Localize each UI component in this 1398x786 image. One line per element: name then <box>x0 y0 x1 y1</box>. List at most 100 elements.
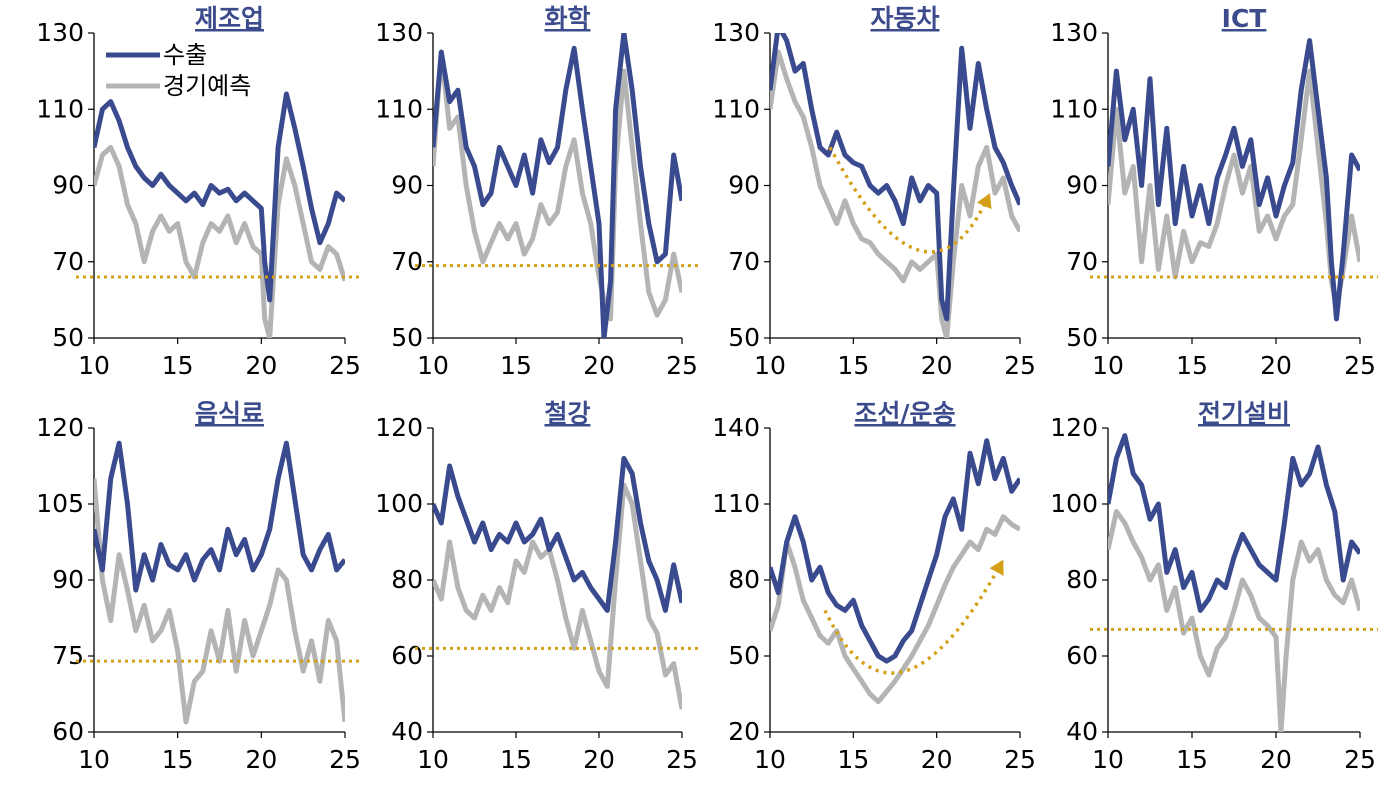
trend-arrow-shipbuilding <box>823 558 1005 675</box>
y-tick-label: 50 <box>52 323 84 352</box>
y-tick-label: 20 <box>728 717 760 746</box>
y-tick-label: 60 <box>391 641 423 670</box>
series-line-forecast <box>770 49 1020 338</box>
plot-area <box>433 33 682 338</box>
panel-title: 음식료 <box>195 399 264 428</box>
y-tick-label: 90 <box>728 171 760 200</box>
x-tick-label: 20 <box>921 745 953 774</box>
panel-title: 화학 <box>544 4 590 33</box>
y-tick-label: 70 <box>728 247 760 276</box>
x-tick-label: 25 <box>329 351 361 380</box>
x-tick-label: 10 <box>754 745 786 774</box>
x-tick-label: 15 <box>162 351 194 380</box>
y-tick-label: 130 <box>712 18 760 47</box>
y-tick-label: 40 <box>1066 717 1098 746</box>
x-tick-label: 20 <box>921 351 953 380</box>
x-tick-label: 20 <box>245 351 277 380</box>
y-tick-label: 110 <box>375 94 423 123</box>
x-tick-label: 10 <box>78 745 110 774</box>
series-line-forecast <box>433 49 682 322</box>
y-tick-label: 120 <box>1050 413 1098 442</box>
plot-area <box>1108 433 1360 732</box>
y-tick-label: 90 <box>52 171 84 200</box>
plot-area <box>770 33 1020 338</box>
y-tick-label: 110 <box>712 94 760 123</box>
y-tick-label: 90 <box>1066 171 1098 200</box>
y-tick-label: 130 <box>375 18 423 47</box>
y-tick-label: 60 <box>1066 641 1098 670</box>
series-line-forecast <box>1108 509 1360 732</box>
panel-5: 40 60 80 100 120 10 15 20 25 철강 <box>375 399 700 774</box>
panel-title: 전기설비 <box>1198 399 1290 428</box>
y-tick-label: 130 <box>1050 18 1098 47</box>
panel-6: 20 50 80 110 140 10 15 20 25 조선/운송 <box>712 399 1036 774</box>
y-tick-label: 80 <box>391 565 423 594</box>
trend-arrow-shipbuilding-head <box>989 559 1004 576</box>
y-tick-label: 100 <box>1050 489 1098 518</box>
plot-area <box>1108 38 1360 322</box>
y-tick-label: 40 <box>391 717 423 746</box>
x-tick-label: 25 <box>1004 351 1036 380</box>
series-line-forecast <box>770 514 1020 705</box>
x-tick-label: 20 <box>583 351 615 380</box>
y-tick-label: 105 <box>36 489 84 518</box>
x-tick-label: 10 <box>78 351 110 380</box>
panel-title: 자동차 <box>870 4 939 33</box>
series-line-forecast <box>94 478 345 725</box>
y-tick-label: 70 <box>391 247 423 276</box>
x-tick-label: 10 <box>754 351 786 380</box>
x-tick-label: 20 <box>583 745 615 774</box>
y-tick-label: 80 <box>1066 565 1098 594</box>
panel-3: 50 70 90 110 130 10 15 20 25 ICT <box>1050 4 1378 380</box>
x-tick-label: 20 <box>245 745 277 774</box>
y-tick-label: 90 <box>52 565 84 594</box>
y-tick-label: 50 <box>728 641 760 670</box>
series-line-export <box>433 455 682 613</box>
legend-label-forecast: 경기예측 <box>163 72 251 100</box>
panel-0: 50 70 90 110 130 10 15 20 25 제조업 <box>36 4 363 380</box>
panel-title: ICT <box>1222 4 1267 33</box>
x-tick-label: 10 <box>1092 745 1124 774</box>
y-tick-label: 75 <box>52 641 84 670</box>
x-tick-label: 15 <box>500 351 532 380</box>
x-tick-label: 25 <box>329 745 361 774</box>
x-tick-label: 10 <box>417 351 449 380</box>
series-line-export <box>770 33 1020 322</box>
trend-arrow-auto-head <box>976 193 992 210</box>
y-tick-label: 90 <box>391 171 423 200</box>
x-tick-label: 20 <box>1260 351 1292 380</box>
y-tick-label: 130 <box>36 18 84 47</box>
x-tick-label: 15 <box>837 351 869 380</box>
panel-title: 조선/운송 <box>854 399 955 428</box>
y-tick-label: 120 <box>36 413 84 442</box>
plot-area <box>94 440 345 725</box>
panel-1: 50 70 90 110 130 10 15 20 25 화학 <box>375 4 700 380</box>
y-tick-label: 110 <box>712 489 760 518</box>
x-tick-label: 20 <box>1260 745 1292 774</box>
x-tick-label: 15 <box>500 745 532 774</box>
x-tick-label: 15 <box>1176 745 1208 774</box>
trend-arrow-auto <box>828 146 992 254</box>
y-tick-label: 50 <box>1066 323 1098 352</box>
x-tick-label: 10 <box>417 745 449 774</box>
series-line-forecast <box>1108 68 1360 310</box>
series-line-forecast <box>94 144 345 338</box>
y-tick-label: 120 <box>375 413 423 442</box>
x-tick-label: 25 <box>666 745 698 774</box>
y-tick-label: 70 <box>52 247 84 276</box>
x-tick-label: 25 <box>666 351 698 380</box>
x-tick-label: 15 <box>1176 351 1208 380</box>
series-line-export <box>1108 433 1360 613</box>
x-tick-label: 25 <box>1004 745 1036 774</box>
panel-title: 철강 <box>544 399 590 428</box>
series-line-export <box>433 33 682 338</box>
x-tick-label: 25 <box>1344 351 1376 380</box>
x-tick-label: 25 <box>1344 745 1376 774</box>
y-tick-label: 100 <box>375 489 423 518</box>
series-line-forecast <box>433 482 682 710</box>
panel-2: 50 70 90 110 130 10 15 20 25 자동차 <box>712 4 1036 380</box>
y-tick-label: 70 <box>1066 247 1098 276</box>
plot-area <box>770 438 1020 705</box>
